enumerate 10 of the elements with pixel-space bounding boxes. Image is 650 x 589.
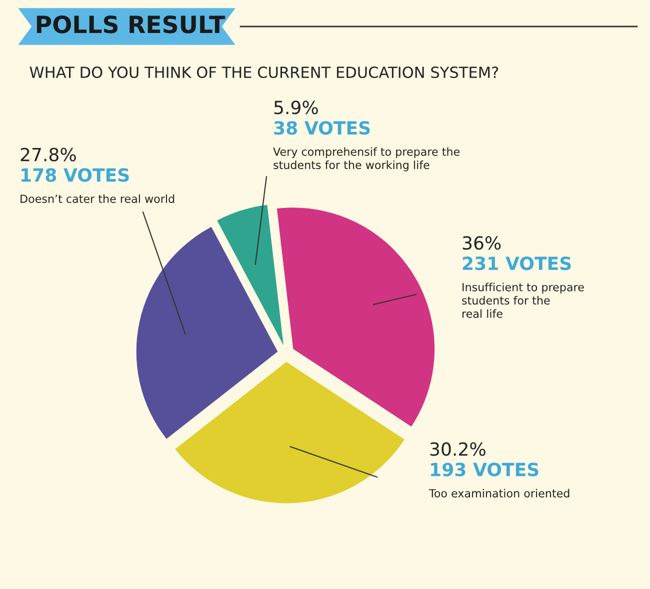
slice-label: Very comprehensif to prepare the students for the working life xyxy=(273,147,460,172)
slice-label: Doesn’t cater the real world xyxy=(20,194,174,203)
slice-label: Insufficient to prepare students for the real life xyxy=(462,282,584,318)
data-label: 36% 231 VOTES xyxy=(462,236,571,270)
data-label: 5.9% 38 VOTES xyxy=(274,100,370,135)
slice-label: Too examination oriented xyxy=(428,488,570,498)
data-label: 30.2% 193 VOTES xyxy=(430,442,538,476)
chart-title: POLLS RESULT xyxy=(36,15,226,34)
chart-subtitle: WHAT DO YOU THINK OF THE CURRENT EDUCATION SYSTEM? xyxy=(30,66,498,78)
data-label: 27.8% 178 VOTES xyxy=(20,148,129,182)
